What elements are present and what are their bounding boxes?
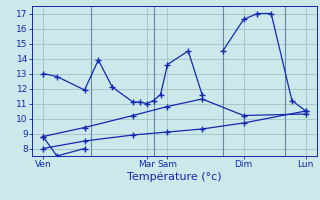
- X-axis label: Température (°c): Température (°c): [127, 172, 222, 182]
